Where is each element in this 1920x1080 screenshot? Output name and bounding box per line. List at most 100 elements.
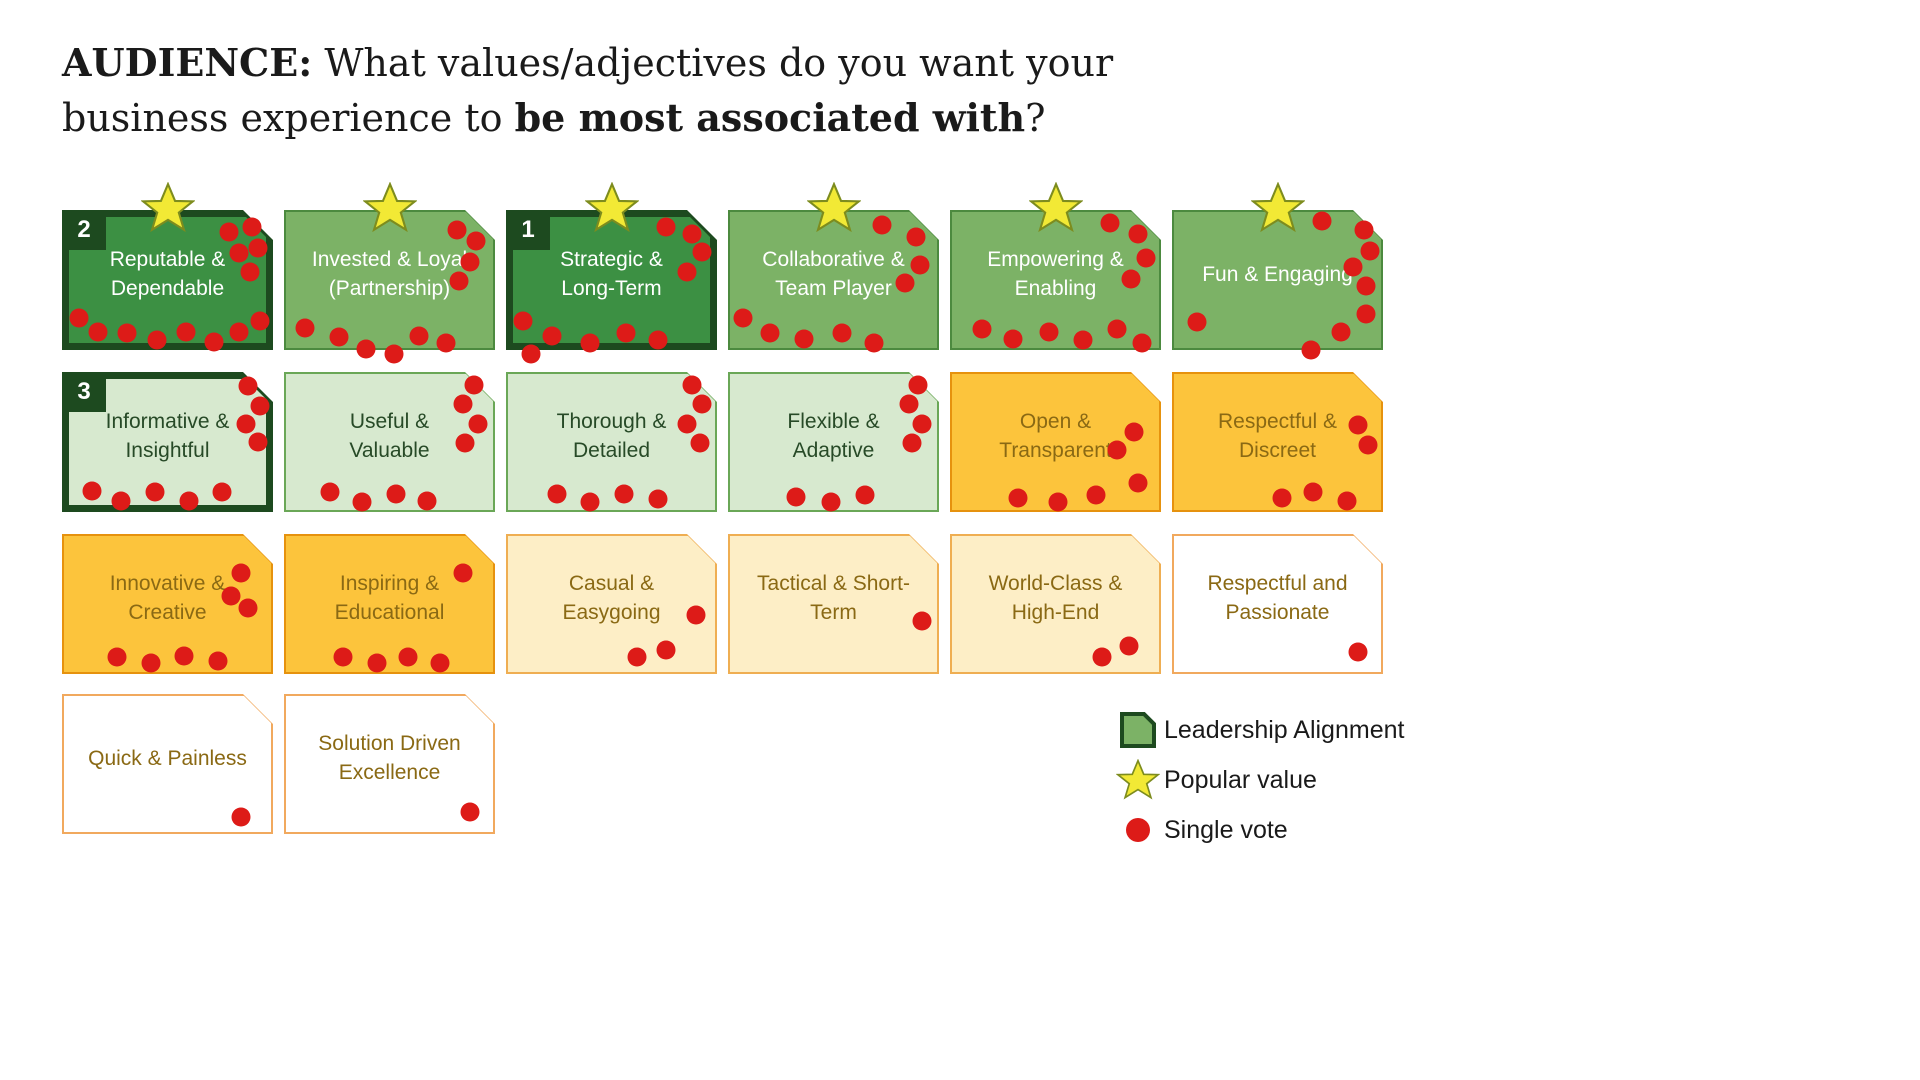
vote-dot[interactable] xyxy=(656,217,676,237)
vote-dot[interactable] xyxy=(1348,642,1368,662)
vote-dot[interactable] xyxy=(1358,435,1378,455)
vote-dot[interactable] xyxy=(111,491,131,511)
vote-dot[interactable] xyxy=(449,271,469,291)
vote-dot[interactable] xyxy=(320,482,340,502)
vote-dot[interactable] xyxy=(231,563,251,583)
vote-dot[interactable] xyxy=(686,605,706,625)
popular-star-icon[interactable] xyxy=(140,182,195,234)
vote-dot[interactable] xyxy=(179,491,199,511)
vote-dot[interactable] xyxy=(204,332,224,352)
vote-dot[interactable] xyxy=(1100,213,1120,233)
vote-dot[interactable] xyxy=(240,262,260,282)
value-card[interactable]: Respectful and Passionate xyxy=(1172,534,1383,674)
value-card[interactable]: Flexible & Adaptive xyxy=(728,372,939,512)
vote-dot[interactable] xyxy=(692,394,712,414)
vote-dot[interactable] xyxy=(1187,312,1207,332)
vote-dot[interactable] xyxy=(547,484,567,504)
vote-dot[interactable] xyxy=(250,396,270,416)
vote-dot[interactable] xyxy=(1073,330,1093,350)
vote-dot[interactable] xyxy=(692,242,712,262)
vote-dot[interactable] xyxy=(616,323,636,343)
vote-dot[interactable] xyxy=(464,375,484,395)
vote-dot[interactable] xyxy=(786,487,806,507)
value-card[interactable]: Casual & Easygoing xyxy=(506,534,717,674)
vote-dot[interactable] xyxy=(895,273,915,293)
vote-dot[interactable] xyxy=(352,492,372,512)
vote-dot[interactable] xyxy=(821,492,841,512)
vote-dot[interactable] xyxy=(908,375,928,395)
vote-dot[interactable] xyxy=(1107,440,1127,460)
vote-dot[interactable] xyxy=(455,433,475,453)
vote-dot[interactable] xyxy=(384,344,404,364)
vote-dot[interactable] xyxy=(1128,224,1148,244)
vote-dot[interactable] xyxy=(69,308,89,328)
vote-dot[interactable] xyxy=(238,376,258,396)
vote-dot[interactable] xyxy=(231,807,251,827)
value-card[interactable]: Useful & Valuable xyxy=(284,372,495,512)
vote-dot[interactable] xyxy=(82,481,102,501)
vote-dot[interactable] xyxy=(972,319,992,339)
vote-dot[interactable] xyxy=(1360,241,1380,261)
vote-dot[interactable] xyxy=(542,326,562,346)
vote-dot[interactable] xyxy=(902,433,922,453)
value-card[interactable]: Empowering & Enabling xyxy=(950,182,1161,353)
vote-dot[interactable] xyxy=(682,375,702,395)
vote-dot[interactable] xyxy=(580,333,600,353)
vote-dot[interactable] xyxy=(219,222,239,242)
vote-dot[interactable] xyxy=(174,646,194,666)
vote-dot[interactable] xyxy=(733,308,753,328)
vote-dot[interactable] xyxy=(864,333,884,353)
vote-dot[interactable] xyxy=(614,484,634,504)
vote-dot[interactable] xyxy=(1003,329,1023,349)
vote-dot[interactable] xyxy=(1086,485,1106,505)
vote-dot[interactable] xyxy=(398,647,418,667)
vote-dot[interactable] xyxy=(1119,636,1139,656)
popular-star-icon[interactable] xyxy=(1250,182,1305,234)
value-card[interactable]: Thorough & Detailed xyxy=(506,372,717,512)
vote-dot[interactable] xyxy=(682,224,702,244)
vote-dot[interactable] xyxy=(248,238,268,258)
vote-dot[interactable] xyxy=(677,414,697,434)
vote-dot[interactable] xyxy=(912,611,932,631)
vote-dot[interactable] xyxy=(141,653,161,673)
value-card[interactable]: Inspiring & Educational xyxy=(284,534,495,674)
vote-dot[interactable] xyxy=(1331,322,1351,342)
vote-dot[interactable] xyxy=(107,647,127,667)
vote-dot[interactable] xyxy=(1128,473,1148,493)
value-card[interactable]: Quick & Painless xyxy=(62,694,273,834)
vote-dot[interactable] xyxy=(899,394,919,414)
vote-dot[interactable] xyxy=(627,647,647,667)
vote-dot[interactable] xyxy=(248,432,268,452)
vote-dot[interactable] xyxy=(656,640,676,660)
value-card[interactable]: Reputable & Dependable 2 xyxy=(62,182,273,352)
vote-dot[interactable] xyxy=(580,492,600,512)
vote-dot[interactable] xyxy=(760,323,780,343)
vote-dot[interactable] xyxy=(447,220,467,240)
vote-dot[interactable] xyxy=(1272,488,1292,508)
vote-dot[interactable] xyxy=(677,262,697,282)
vote-dot[interactable] xyxy=(117,323,137,343)
vote-dot[interactable] xyxy=(1348,415,1368,435)
vote-dot[interactable] xyxy=(453,394,473,414)
vote-dot[interactable] xyxy=(1107,319,1127,339)
value-card[interactable]: Fun & Engaging xyxy=(1172,182,1383,360)
vote-dot[interactable] xyxy=(1048,492,1068,512)
vote-dot[interactable] xyxy=(466,231,486,251)
value-card[interactable]: Invested & Loyal (Partnership) xyxy=(284,182,495,364)
vote-dot[interactable] xyxy=(1301,340,1321,360)
value-card[interactable]: Innovative & Creative xyxy=(62,534,273,674)
vote-dot[interactable] xyxy=(1039,322,1059,342)
vote-dot[interactable] xyxy=(356,339,376,359)
vote-dot[interactable] xyxy=(208,651,228,671)
vote-dot[interactable] xyxy=(242,217,262,237)
vote-dot[interactable] xyxy=(1343,257,1363,277)
vote-dot[interactable] xyxy=(648,489,668,509)
vote-dot[interactable] xyxy=(1312,211,1332,231)
value-card[interactable]: Strategic & Long-Term 1 xyxy=(506,182,717,364)
vote-dot[interactable] xyxy=(513,311,533,331)
vote-dot[interactable] xyxy=(794,329,814,349)
vote-dot[interactable] xyxy=(910,255,930,275)
vote-dot[interactable] xyxy=(832,323,852,343)
vote-dot[interactable] xyxy=(521,344,541,364)
vote-dot[interactable] xyxy=(906,227,926,247)
